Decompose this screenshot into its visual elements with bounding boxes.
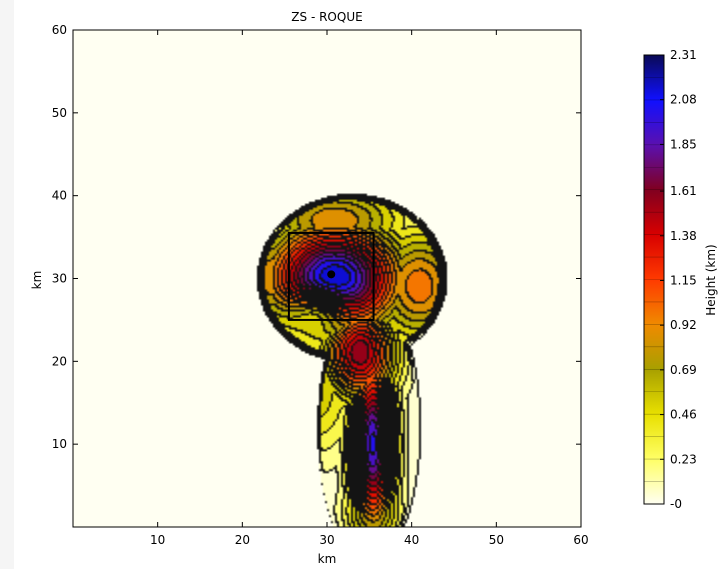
colorbar-tick-label: 1.85: [670, 137, 697, 151]
y-tick-label: 40: [52, 189, 67, 203]
y-axis-ticks: 10 20 30 40 50 60: [52, 23, 581, 451]
x-axis-label: km: [318, 552, 337, 566]
colorbar: [644, 55, 664, 504]
y-tick-label: 60: [52, 23, 67, 37]
marker-point: [327, 270, 336, 279]
x-axis-ticks: 10 20 30 40 50 60: [150, 30, 589, 547]
x-tick-label: 60: [573, 533, 588, 547]
colorbar-tick-label: 1.61: [670, 184, 697, 198]
x-tick-label: 10: [150, 533, 165, 547]
colorbar-tick-label: 0.92: [670, 318, 697, 332]
y-tick-label: 20: [52, 354, 67, 368]
y-tick-label: 50: [52, 106, 67, 120]
x-tick-label: 40: [404, 533, 419, 547]
y-tick-label: 10: [52, 437, 67, 451]
terrain-heatmap: [73, 30, 581, 527]
colorbar-bands: [644, 77, 664, 482]
colorbar-tick-label: 2.31: [670, 48, 697, 62]
chart-title: ZS - ROQUE: [291, 10, 362, 24]
highlight-box: [287, 231, 375, 321]
colorbar-label: Height (km): [704, 244, 718, 315]
colorbar-tick-label: 0.23: [670, 452, 697, 466]
x-tick-label: 30: [319, 533, 334, 547]
x-tick-label: 50: [489, 533, 504, 547]
colorbar-tick-label: 2.08: [670, 93, 697, 107]
colorbar-frame: [643, 54, 665, 505]
colorbar-tick-label: 0.69: [670, 363, 697, 377]
page-edge: [0, 0, 14, 569]
colorbar-ticks: 2.31 2.08 1.85 1.61 1.38 1.15 0.92 0.69 0.46 0.23…: [660, 48, 697, 511]
colorbar-tick-label: 0.46: [670, 408, 697, 422]
colorbar-tick-label: 1.15: [670, 273, 697, 287]
y-axis-label: km: [30, 271, 44, 290]
colorbar-tick-label: 1.38: [670, 229, 697, 243]
y-tick-label: 30: [52, 272, 67, 286]
x-tick-label: 20: [235, 533, 250, 547]
colorbar-tick-label: -0: [670, 497, 682, 511]
